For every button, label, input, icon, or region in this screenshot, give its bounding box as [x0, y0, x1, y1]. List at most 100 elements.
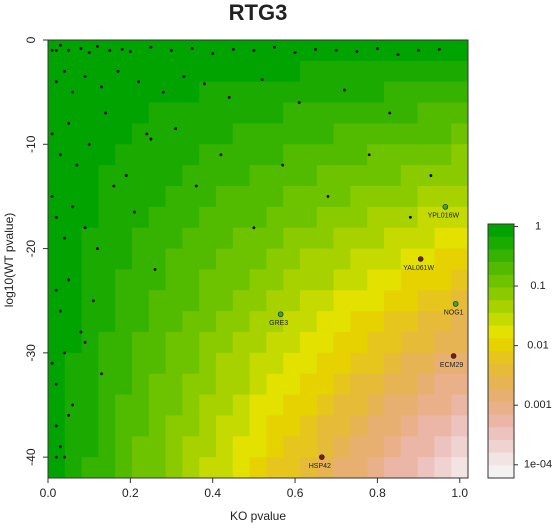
- heat-cell: [81, 40, 99, 62]
- heat-cell: [417, 123, 435, 145]
- point: [96, 247, 99, 250]
- heat-cell: [367, 290, 385, 312]
- heat-cell: [48, 436, 66, 458]
- heat-cell: [216, 206, 234, 229]
- heat-cell: [316, 332, 335, 354]
- heat-cell: [333, 311, 351, 333]
- heat-cell: [333, 415, 351, 437]
- point: [54, 424, 58, 428]
- heat-cell: [182, 186, 200, 208]
- heat-cell: [98, 290, 116, 312]
- heat-cell: [266, 436, 284, 458]
- heat-cell: [182, 40, 200, 62]
- heat-cell: [400, 60, 419, 83]
- heat-cell: [98, 123, 116, 145]
- heat-cell: [434, 123, 452, 145]
- point: [326, 195, 330, 198]
- heat-cell: [333, 352, 351, 375]
- heat-cell: [48, 102, 66, 124]
- highlight-point: [442, 204, 449, 210]
- colorbar-cell: [488, 363, 514, 377]
- heat-cell: [148, 290, 167, 312]
- heat-cell: [216, 332, 234, 354]
- heat-cell: [165, 269, 183, 291]
- x-tick-label: 0.0: [40, 486, 57, 500]
- annotation: GRE3: [269, 320, 288, 327]
- heat-cell: [316, 40, 335, 62]
- point: [293, 51, 297, 54]
- point: [54, 80, 58, 84]
- heat-cell: [384, 186, 402, 208]
- heat-cell: [350, 457, 368, 479]
- colorbar-cell: [488, 351, 514, 365]
- heat-cell: [115, 165, 133, 187]
- heat-cell: [199, 457, 217, 479]
- heat-cell: [333, 60, 351, 83]
- colorbar-cell: [488, 236, 514, 250]
- heat-cell: [182, 290, 200, 312]
- point: [58, 43, 62, 47]
- heat-cell: [148, 165, 167, 187]
- heat-cell: [300, 394, 318, 416]
- heat-cell: [350, 352, 368, 375]
- point: [63, 236, 66, 240]
- heat-cell: [81, 436, 99, 458]
- heat-cell: [148, 415, 167, 437]
- heat-cell: [451, 60, 469, 83]
- heat-cell: [333, 144, 351, 166]
- colorbar-cell: [488, 325, 514, 339]
- heat-cell: [199, 415, 217, 437]
- heat-cell: [232, 436, 251, 458]
- heat-cell: [148, 332, 167, 354]
- heat-cell: [434, 332, 452, 354]
- heat-cell: [48, 290, 66, 312]
- heat-cell: [367, 206, 385, 229]
- point: [50, 132, 54, 136]
- heat-cell: [283, 60, 301, 83]
- point: [281, 163, 285, 167]
- heat-cell: [350, 206, 368, 229]
- heat-cell: [316, 227, 335, 250]
- heat-cell: [451, 81, 469, 104]
- heat-cell: [216, 373, 234, 396]
- heat-cell: [98, 352, 116, 375]
- heat-cell: [300, 373, 318, 396]
- highlight-point: [319, 454, 325, 460]
- heat-cell: [132, 102, 150, 124]
- point: [124, 174, 128, 177]
- heat-cell: [417, 394, 435, 416]
- heat-cell: [417, 269, 435, 291]
- heat-cell: [283, 352, 301, 375]
- heat-cell: [48, 248, 66, 270]
- point: [71, 205, 75, 209]
- heat-cell: [400, 290, 419, 312]
- heat-cell: [434, 144, 452, 166]
- heat-cell: [384, 311, 402, 333]
- heat-cell: [249, 332, 267, 354]
- heat-cell: [300, 332, 318, 354]
- heat-cell: [350, 311, 368, 333]
- heat-cell: [283, 290, 301, 312]
- x-tick-label: 0.2: [122, 486, 139, 500]
- point: [112, 184, 116, 188]
- heat-cell: [81, 415, 99, 437]
- point: [388, 111, 392, 115]
- heat-cell: [165, 227, 183, 250]
- heat-cell: [400, 81, 419, 104]
- annotation: YAL061W: [403, 265, 434, 272]
- heat-cell: [148, 227, 167, 250]
- heat-cell: [316, 373, 335, 396]
- heat-cell: [148, 81, 167, 104]
- heat-cell: [316, 165, 335, 187]
- point: [203, 82, 206, 86]
- heat-cell: [48, 332, 66, 354]
- heat-cell: [165, 311, 183, 333]
- point: [67, 414, 70, 417]
- heat-cell: [417, 186, 435, 208]
- point: [437, 47, 441, 51]
- heat-cell: [48, 269, 66, 291]
- heat-cell: [199, 144, 217, 166]
- heat-cell: [333, 123, 351, 145]
- heat-cell: [64, 311, 83, 333]
- heat-cell: [81, 165, 99, 187]
